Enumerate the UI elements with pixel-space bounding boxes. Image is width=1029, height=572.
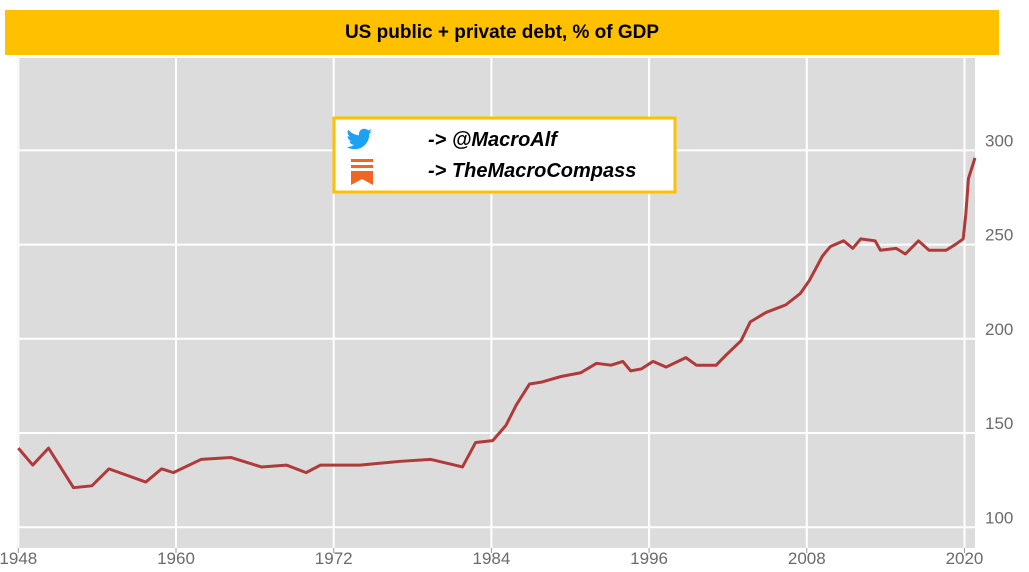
- y-tick-label: 150: [985, 414, 1013, 433]
- substack-icon: [351, 159, 373, 185]
- y-tick-label: 200: [985, 320, 1013, 339]
- x-tick-label: 1984: [472, 549, 510, 568]
- x-tick-label: 2008: [788, 549, 826, 568]
- x-tick-label: 1948: [0, 549, 37, 568]
- chart-title: US public + private debt, % of GDP: [345, 22, 659, 43]
- y-tick-label: 250: [985, 226, 1013, 245]
- data-line: [17, 157, 977, 490]
- x-tick-label: 1972: [315, 549, 353, 568]
- annotation-box: -> @MacroAlf -> TheMacroCompass: [332, 116, 677, 194]
- annotation-text: -> @MacroAlf: [428, 129, 559, 151]
- x-tick-label: 1996: [630, 549, 668, 568]
- twitter-icon: [346, 128, 372, 150]
- annotation-text: -> TheMacroCompass: [428, 160, 636, 182]
- x-tick-label: 2020: [946, 549, 984, 568]
- x-tick-label: 1960: [157, 549, 195, 568]
- lines: [17, 157, 977, 490]
- y-tick-label: 300: [985, 131, 1013, 150]
- y-tick-label: 100: [985, 508, 1013, 527]
- title-bar: [5, 10, 999, 55]
- ticks: 100 150 200 250 300 1948 1960 1972 1984 1996 2008 2…: [0, 131, 1013, 568]
- annotation-frame: [332, 116, 677, 194]
